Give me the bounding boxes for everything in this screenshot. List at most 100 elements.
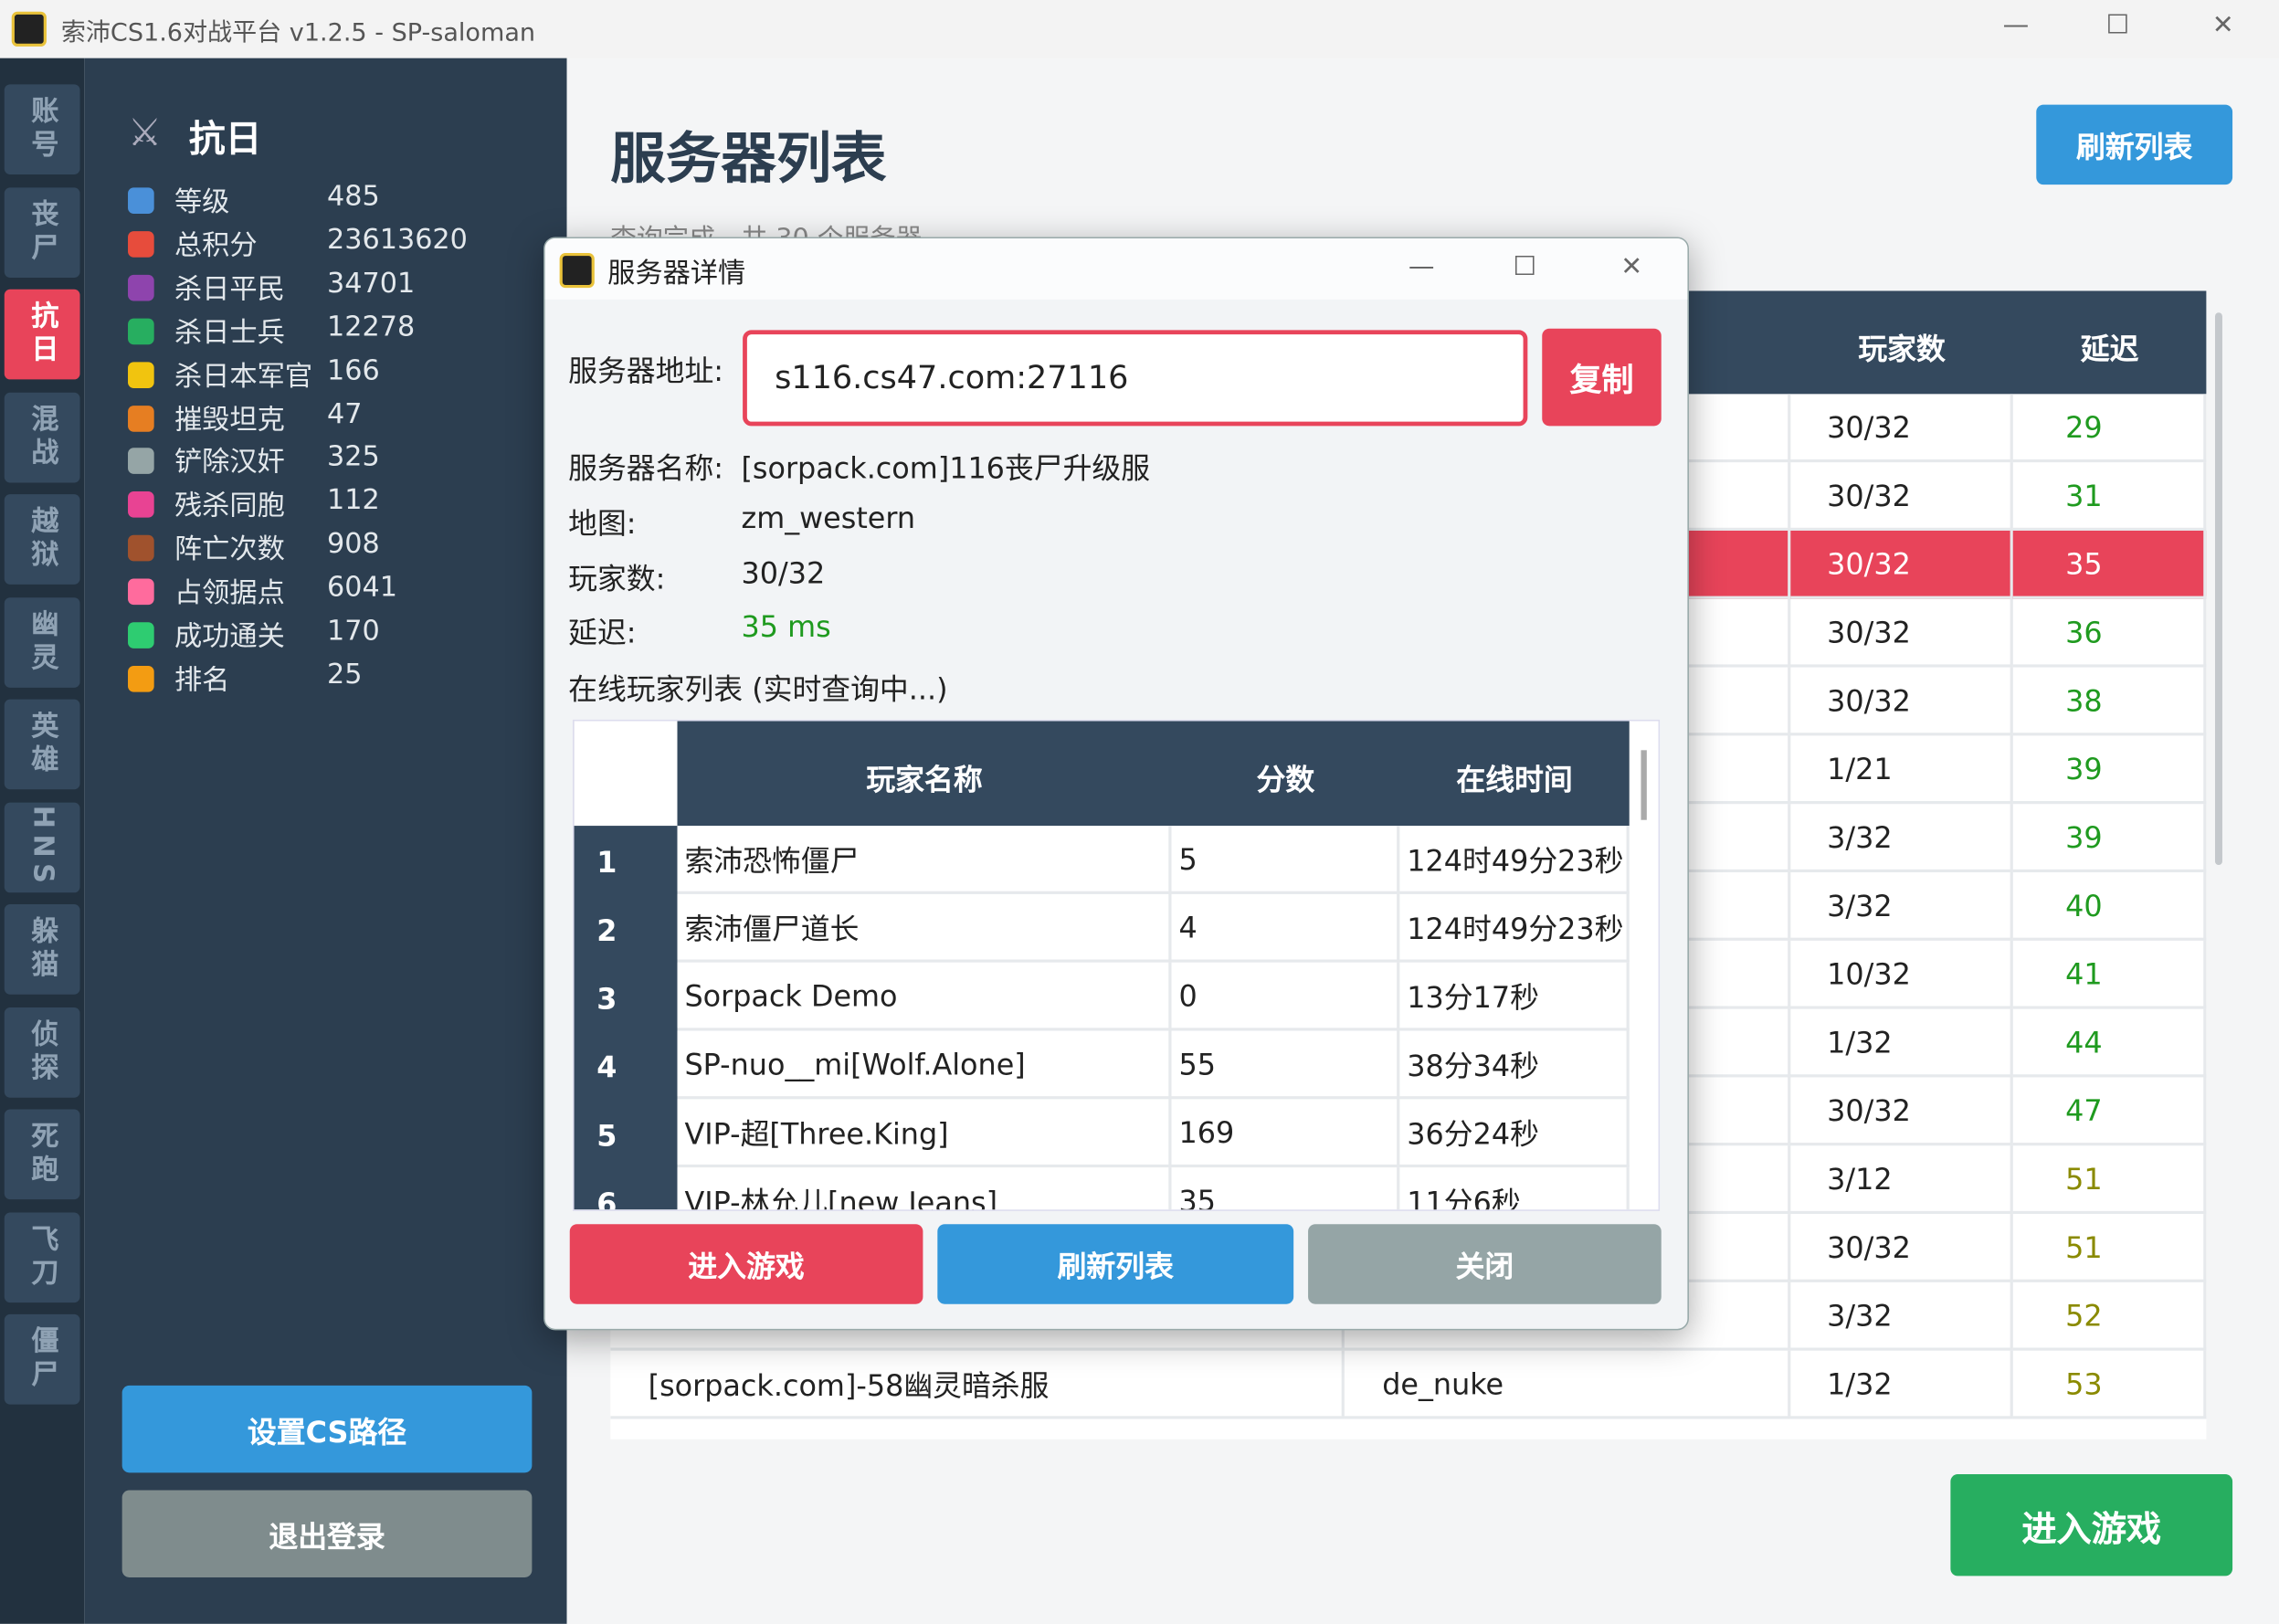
tab[interactable]: 死跑	[4, 1109, 80, 1200]
stat-icon	[128, 361, 154, 388]
tab[interactable]: 抗日	[4, 289, 80, 380]
stat-row: 杀日士兵 12278	[128, 311, 535, 352]
tab[interactable]: 幽灵	[4, 596, 80, 688]
field-value: 35 ms	[741, 609, 831, 645]
name-cell: [sorpack.com]-58幽灵暗杀服	[610, 1350, 1345, 1419]
stat-icon	[128, 405, 154, 431]
ping-cell: 51	[2012, 1214, 2207, 1282]
stat-value: 166	[327, 353, 380, 386]
players-cell: 30/32	[1790, 598, 2013, 668]
corner	[574, 721, 678, 827]
stat-label: 阵亡次数	[174, 533, 285, 566]
tab[interactable]: 侦探	[4, 1007, 80, 1097]
player-header	[677, 721, 1630, 827]
player-cell: 13分17秒	[1399, 962, 1630, 1031]
ping-cell: 52	[2012, 1281, 2207, 1351]
heading-icon: ⚔	[128, 111, 163, 156]
maximize[interactable]: ☐	[2105, 10, 2130, 41]
player-cell: 0	[1171, 962, 1400, 1031]
stat-icon	[128, 622, 154, 649]
stat-icon	[128, 187, 154, 214]
close[interactable]: ✕	[2211, 10, 2234, 41]
ping-cell: 41	[2012, 940, 2207, 1009]
set-path-button[interactable]: 设置CS路径	[121, 1385, 533, 1473]
join-button[interactable]: 进入游戏	[1950, 1473, 2233, 1577]
stat-value: 112	[327, 484, 380, 517]
column-header: 玩家数	[1858, 331, 1946, 367]
field-value: zm_western	[741, 500, 916, 535]
stat-icon	[128, 535, 154, 562]
address-input[interactable]: s116.cs47.com:27116	[743, 330, 1528, 427]
player-cell: 4	[1171, 893, 1400, 963]
players-cell: 3/32	[1790, 804, 2013, 873]
field-label: 延迟:	[568, 615, 637, 651]
player-column-header: 分数	[1256, 762, 1315, 797]
dialog: 服务器详情 — ☐ ✕ 服务器地址: s116.cs47.com:27116 复…	[543, 237, 1689, 1331]
minimize[interactable]: —	[2002, 10, 2030, 41]
players-cell: 10/32	[1790, 940, 2013, 1009]
tab[interactable]: 混战	[4, 391, 80, 482]
stat-row: 等级 485	[128, 180, 535, 221]
stat-row: 总积分 23613620	[128, 224, 535, 265]
player-cell: 38分34秒	[1399, 1030, 1630, 1100]
title-bar	[0, 0, 2279, 58]
dialog-refresh[interactable]: 刷新列表	[937, 1224, 1294, 1304]
player-cell: 索沛僵尸道长	[677, 893, 1172, 963]
dialog-icon	[559, 252, 595, 289]
stat-icon	[128, 665, 154, 692]
ping-cell: 44	[2012, 1008, 2207, 1078]
stat-label: 排名	[174, 664, 230, 697]
column-header: 延迟	[2080, 331, 2139, 367]
copy-button[interactable]: 复制	[1542, 328, 1662, 427]
stat-row: 杀日本军官 166	[128, 354, 535, 395]
tab[interactable]: 账号	[4, 84, 80, 175]
tab[interactable]: 丧尸	[4, 186, 80, 278]
tab[interactable]: 僵尸	[4, 1313, 80, 1405]
window-title: 索沛CS1.6对战平台 v1.2.5 - SP-saloman	[60, 18, 536, 48]
tab[interactable]: 英雄	[4, 699, 80, 790]
ping-cell: 31	[2012, 462, 2207, 531]
stat-value: 25	[327, 658, 363, 691]
logout-button[interactable]: 退出登录	[121, 1490, 533, 1577]
tab[interactable]: 越狱	[4, 494, 80, 585]
players-cell: 30/32	[1790, 667, 2013, 736]
page-title: 服务器列表	[610, 126, 887, 191]
dialog-join[interactable]: 进入游戏	[569, 1224, 923, 1304]
tab[interactable]: HNS	[4, 801, 80, 892]
dialog-close[interactable]: ✕	[1620, 251, 1643, 282]
stat-icon	[128, 448, 154, 475]
dialog-close-button[interactable]: 关闭	[1308, 1224, 1662, 1304]
dialog-maximize[interactable]: ☐	[1513, 251, 1537, 282]
player-cell: 124时49分23秒	[1399, 893, 1630, 963]
stat-value: 325	[327, 440, 380, 473]
stat-icon	[128, 318, 154, 344]
stat-label: 铲除汉奸	[174, 447, 285, 480]
player-cell: SP-nuo__mi[Wolf.Alone]	[677, 1030, 1172, 1100]
player-column-header: 玩家名称	[866, 762, 983, 797]
scrollbar[interactable]	[2214, 312, 2222, 866]
ping-cell: 35	[2012, 530, 2207, 599]
app-icon	[11, 11, 47, 47]
sidebar	[84, 58, 567, 1624]
players-cell: 3/12	[1790, 1145, 2013, 1215]
field-value: 30/32	[741, 554, 826, 590]
player-scrollbar[interactable]	[1641, 750, 1647, 820]
player-table: 玩家名称 分数 在线时间 1 索沛恐怖僵尸 5 124时49分23秒 2 索沛僵尸道长 4 124时…	[572, 719, 1661, 1211]
row-number: 5	[596, 1118, 617, 1154]
stat-label: 占领据点	[174, 577, 285, 610]
stat-row: 占领据点 6041	[128, 572, 535, 613]
refresh-button[interactable]: 刷新列表	[2036, 104, 2233, 185]
ping-cell: 39	[2012, 804, 2207, 873]
stat-value: 12278	[327, 311, 416, 343]
players-cell: 30/32	[1790, 1077, 2013, 1146]
dialog-minimize[interactable]: —	[1408, 251, 1435, 282]
stat-icon	[128, 230, 154, 258]
tab[interactable]: 躲猫	[4, 904, 80, 995]
stat-value: 23613620	[327, 223, 468, 256]
stat-value: 34701	[327, 267, 416, 300]
player-cell: 169	[1171, 1099, 1400, 1168]
stat-row: 成功通关 170	[128, 615, 535, 656]
tab[interactable]: 飞刀	[4, 1211, 80, 1302]
player-column-header: 在线时间	[1456, 762, 1573, 797]
stat-row: 摧毁坦克 47	[128, 397, 535, 438]
